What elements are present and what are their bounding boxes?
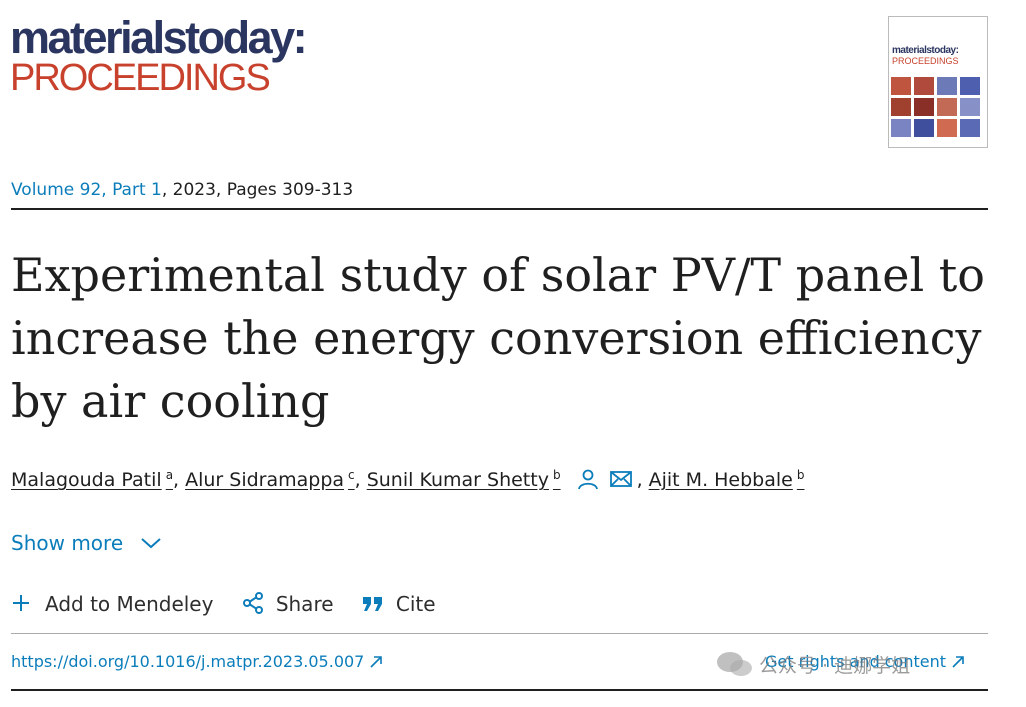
chevron-icon [140, 538, 161, 549]
divider [11, 689, 988, 691]
author[interactable]: Ajit M. Hebbale b [648, 468, 805, 492]
author-separator: , [636, 469, 643, 492]
affiliation-marker: a [165, 468, 174, 482]
citation-details: , 2023, Pages 309-313 [161, 180, 354, 200]
author-list: Malagouda Patil a, Alur Sidramappa c, Sunil … [11, 468, 804, 491]
plus-icon [13, 595, 29, 611]
article-title: Experimental study of solar PV/T panel t… [11, 248, 985, 428]
watermark-text: 公众号 · 迪娜学姐 [759, 655, 911, 677]
mendeley-label: Add to Mendeley [45, 592, 214, 616]
show-more-label: Show more [11, 531, 124, 555]
cover-subtitle: PROCEEDINGS [892, 56, 959, 66]
affiliation-marker: b [796, 468, 805, 482]
affiliation-marker: b [552, 468, 561, 482]
rights-link[interactable]: Get rights and content [765, 652, 966, 671]
quote-icon [362, 597, 382, 611]
doi-text: https://doi.org/10.1016/j.matpr.2023.05.… [11, 652, 365, 671]
cover-title: materialstoday: [892, 45, 959, 56]
show-more[interactable]: Show more [11, 531, 162, 555]
share-button[interactable]: Share [242, 592, 334, 616]
author[interactable]: Alur Sidramappa c [185, 468, 355, 492]
rights-text: Get rights and content [765, 652, 947, 671]
wechat-icon [717, 652, 752, 676]
affiliation-marker: c [348, 468, 355, 482]
author-name: Alur Sidramappa [185, 469, 345, 492]
cite-button[interactable]: Cite [362, 592, 436, 616]
watermark: 公众号 · 迪娜学姐 [715, 650, 910, 678]
divider [11, 633, 988, 634]
author[interactable]: Malagouda Patil a [11, 468, 174, 492]
journal-logo[interactable]: materialstoday: [10, 12, 308, 63]
journal-cover[interactable]: materialstoday: PROCEEDINGS [888, 16, 988, 148]
action-bar: Add to Mendeley Share Cite [11, 592, 436, 616]
share-icon [242, 592, 263, 614]
doi-link[interactable]: https://doi.org/10.1016/j.matpr.2023.05.… [11, 652, 384, 671]
author-name: Malagouda Patil [11, 469, 162, 492]
cite-label: Cite [395, 592, 436, 616]
author-name: Sunil Kumar Shetty [366, 469, 549, 492]
author-separator: , [354, 469, 361, 492]
external-icon [370, 656, 383, 668]
cover-image [891, 77, 980, 137]
author[interactable]: Sunil Kumar Shetty b [366, 468, 561, 492]
author-separator: , [173, 469, 180, 492]
share-label: Share [275, 592, 334, 616]
external-icon [952, 656, 964, 668]
volume-link[interactable]: Volume 92, Part 1 [11, 180, 162, 200]
person-icon[interactable] [577, 468, 599, 490]
citation: Volume 92, Part 1, 2023, Pages 309-313 [11, 180, 353, 200]
email-icon[interactable] [609, 470, 633, 488]
journal-logo-sub[interactable]: PROCEEDINGS [10, 57, 271, 99]
divider [11, 208, 988, 210]
author-name: Ajit M. Hebbale [648, 469, 793, 492]
mendeley-button[interactable]: Add to Mendeley [11, 592, 213, 616]
